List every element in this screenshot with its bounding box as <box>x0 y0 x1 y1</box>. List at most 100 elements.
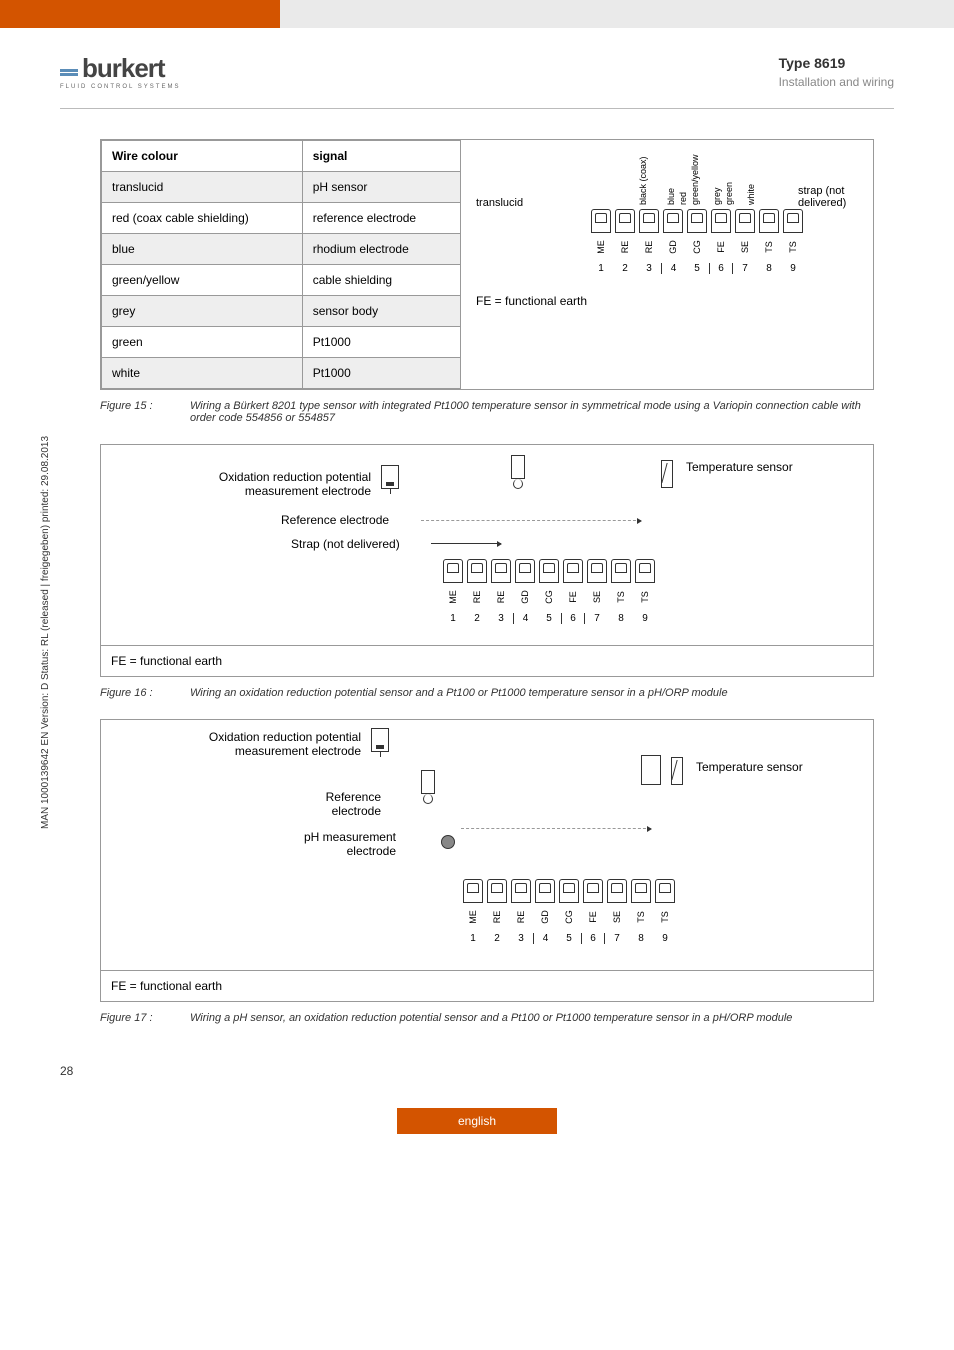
terminal-num: 1 <box>441 613 465 624</box>
strap-label: Strap (not delivered) <box>291 537 400 551</box>
table-header: Wire colour <box>102 141 303 172</box>
terminal-label: CG <box>687 235 707 259</box>
wire-label: green/yellow <box>690 155 700 205</box>
top-bar <box>0 0 954 28</box>
table-cell: red (coax cable shielding) <box>102 203 303 234</box>
table-cell: translucid <box>102 172 303 203</box>
terminal-num: 8 <box>757 263 781 274</box>
wire-label: black (coax) <box>638 155 648 205</box>
fe-note: FE = functional earth <box>476 294 858 308</box>
doc-title-block: Type 8619 Installation and wiring <box>779 55 894 89</box>
terminal-label: FE <box>711 235 731 259</box>
terminal-label: RE <box>511 905 531 929</box>
fig17-diagram: Oxidation reduction potential measuremen… <box>101 720 873 970</box>
table-cell: green <box>102 327 303 358</box>
terminal-num: 4 <box>533 933 557 944</box>
orp-label: Oxidation reduction potential measuremen… <box>171 470 371 498</box>
doc-type: Type 8619 <box>779 55 894 71</box>
table-cell: pH sensor <box>302 172 460 203</box>
terminal-num: 6 <box>561 613 585 624</box>
fe-note: FE = functional earth <box>101 970 873 1001</box>
terminal-label: TS <box>635 585 655 609</box>
terminal-num: 7 <box>585 613 609 624</box>
figure-15-box: Wire coloursignal translucidpH sensor re… <box>100 139 874 390</box>
terminal-label: RE <box>487 905 507 929</box>
terminal-num: 5 <box>557 933 581 944</box>
terminal-label: GD <box>515 585 535 609</box>
footer-language: english <box>397 1108 557 1134</box>
logo: burkert FLUID CONTROL SYSTEMS <box>60 53 180 90</box>
terminal-label: CG <box>559 905 579 929</box>
fig15-diagram: black (coax) blue red green/yellow grey … <box>461 140 873 389</box>
ph-label: pH measurement electrode <box>296 830 396 858</box>
caption-label: Figure 15 : <box>100 400 190 424</box>
terminal-label: SE <box>735 235 755 259</box>
terminal-num: 7 <box>605 933 629 944</box>
terminal-label: TS <box>611 585 631 609</box>
terminal-label: SE <box>587 585 607 609</box>
caption-text: Wiring a pH sensor, an oxidation reducti… <box>190 1012 874 1024</box>
table-cell: green/yellow <box>102 265 303 296</box>
terminal-num: 3 <box>637 263 661 274</box>
terminal-num: 9 <box>633 613 657 624</box>
grey-accent <box>280 0 954 28</box>
ref-label: Reference electrode <box>281 513 389 527</box>
table-cell: rhodium electrode <box>302 234 460 265</box>
table-cell: blue <box>102 234 303 265</box>
terminal-num: 5 <box>537 613 561 624</box>
temp-label: Temperature sensor <box>686 460 793 474</box>
figure-17-box: Oxidation reduction potential measuremen… <box>100 719 874 1002</box>
terminal-label: SE <box>607 905 627 929</box>
table-cell: reference electrode <box>302 203 460 234</box>
table-cell: Pt1000 <box>302 358 460 389</box>
terminal-num: 1 <box>589 263 613 274</box>
sidebar-version-text: MAN 1000139642 EN Version: D Status: RL … <box>40 436 51 829</box>
terminal-num: 8 <box>609 613 633 624</box>
terminal-label: ME <box>443 585 463 609</box>
doc-subtitle: Installation and wiring <box>779 75 894 89</box>
ref-label: Reference electrode <box>301 790 381 818</box>
terminal-num: 2 <box>485 933 509 944</box>
terminal-num: 8 <box>629 933 653 944</box>
fig16-diagram: Oxidation reduction potential measuremen… <box>101 445 873 645</box>
logo-text: burkert <box>82 53 165 84</box>
terminal-label: TS <box>783 235 803 259</box>
terminal-num: 6 <box>709 263 733 274</box>
caption-label: Figure 16 : <box>100 687 190 699</box>
terminal-label: FE <box>563 585 583 609</box>
terminal-num: 4 <box>661 263 685 274</box>
temp-label: Temperature sensor <box>696 760 803 774</box>
wire-colour-table: Wire coloursignal translucidpH sensor re… <box>101 140 461 389</box>
wire-label: blue <box>666 155 676 205</box>
terminal-num: 3 <box>489 613 513 624</box>
terminal-label: RE <box>467 585 487 609</box>
logo-subtitle: FLUID CONTROL SYSTEMS <box>60 84 180 90</box>
terminal-label: TS <box>631 905 651 929</box>
terminal-label: TS <box>759 235 779 259</box>
terminal-num: 7 <box>733 263 757 274</box>
terminal-num: 2 <box>613 263 637 274</box>
terminal-label: GD <box>663 235 683 259</box>
figure-15-caption: Figure 15 : Wiring a Bürkert 8201 type s… <box>100 400 874 424</box>
terminal-label: RE <box>491 585 511 609</box>
translucid-label: translucid <box>476 197 523 209</box>
figure-16-caption: Figure 16 : Wiring an oxidation reductio… <box>100 687 874 699</box>
terminal-num: 9 <box>781 263 805 274</box>
terminal-num: 5 <box>685 263 709 274</box>
table-cell: Pt1000 <box>302 327 460 358</box>
page-number: 28 <box>0 1064 954 1078</box>
table-cell: sensor body <box>302 296 460 327</box>
terminal-num: 9 <box>653 933 677 944</box>
caption-label: Figure 17 : <box>100 1012 190 1024</box>
wire-label: green <box>724 155 734 205</box>
terminal-label: TS <box>655 905 675 929</box>
terminal-label: ME <box>591 235 611 259</box>
fe-note: FE = functional earth <box>101 645 873 676</box>
terminal-label: RE <box>615 235 635 259</box>
terminal-num: 6 <box>581 933 605 944</box>
terminal-label: CG <box>539 585 559 609</box>
wire-label: red <box>678 155 688 205</box>
table-cell: grey <box>102 296 303 327</box>
table-cell: cable shielding <box>302 265 460 296</box>
caption-text: Wiring an oxidation reduction potential … <box>190 687 874 699</box>
